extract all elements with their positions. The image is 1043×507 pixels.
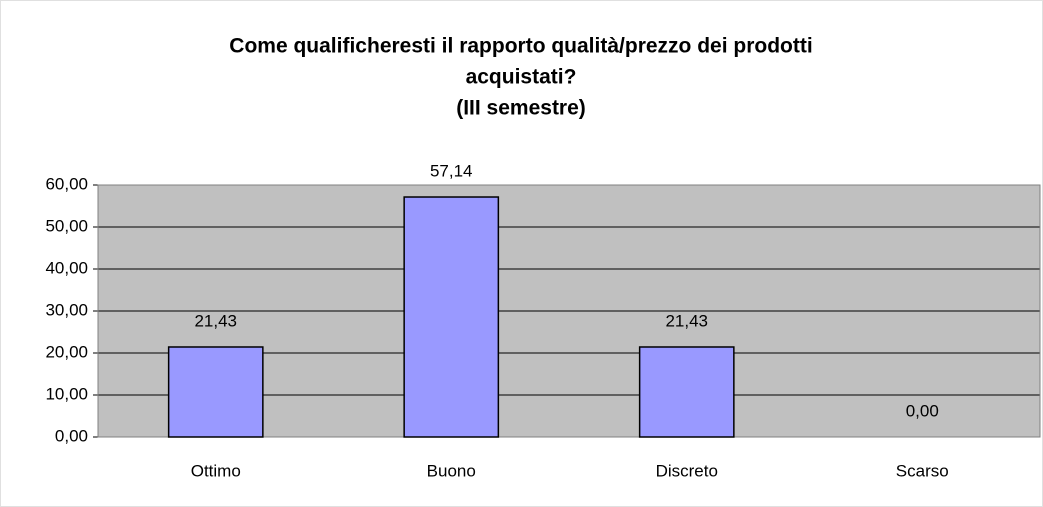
data-label: 57,14 [430, 161, 473, 180]
plot-border [97, 184, 1041, 438]
chart-title: (III semestre) [456, 97, 586, 120]
x-tick-label: Buono [427, 461, 476, 480]
y-tick-label: 0,00 [55, 426, 88, 445]
x-tick-label: Ottimo [191, 461, 241, 480]
data-label: 21,43 [665, 311, 708, 330]
chart-title: acquistati? [466, 66, 577, 89]
data-label: 21,43 [194, 311, 237, 330]
y-tick-label: 40,00 [45, 258, 88, 277]
bar [167, 346, 264, 438]
data-label: 0,00 [906, 401, 939, 420]
bar [403, 196, 500, 438]
y-tick-label: 50,00 [45, 216, 88, 235]
x-tick-label: Scarso [896, 461, 949, 480]
y-tick-label: 20,00 [45, 342, 88, 361]
x-tick-label: Discreto [656, 461, 718, 480]
y-tick-label: 30,00 [45, 300, 88, 319]
y-tick-label: 60,00 [45, 174, 88, 193]
bar [638, 346, 735, 438]
chart-title: Come qualificheresti il rapporto qualità… [229, 35, 812, 58]
y-tick-label: 10,00 [45, 384, 88, 403]
